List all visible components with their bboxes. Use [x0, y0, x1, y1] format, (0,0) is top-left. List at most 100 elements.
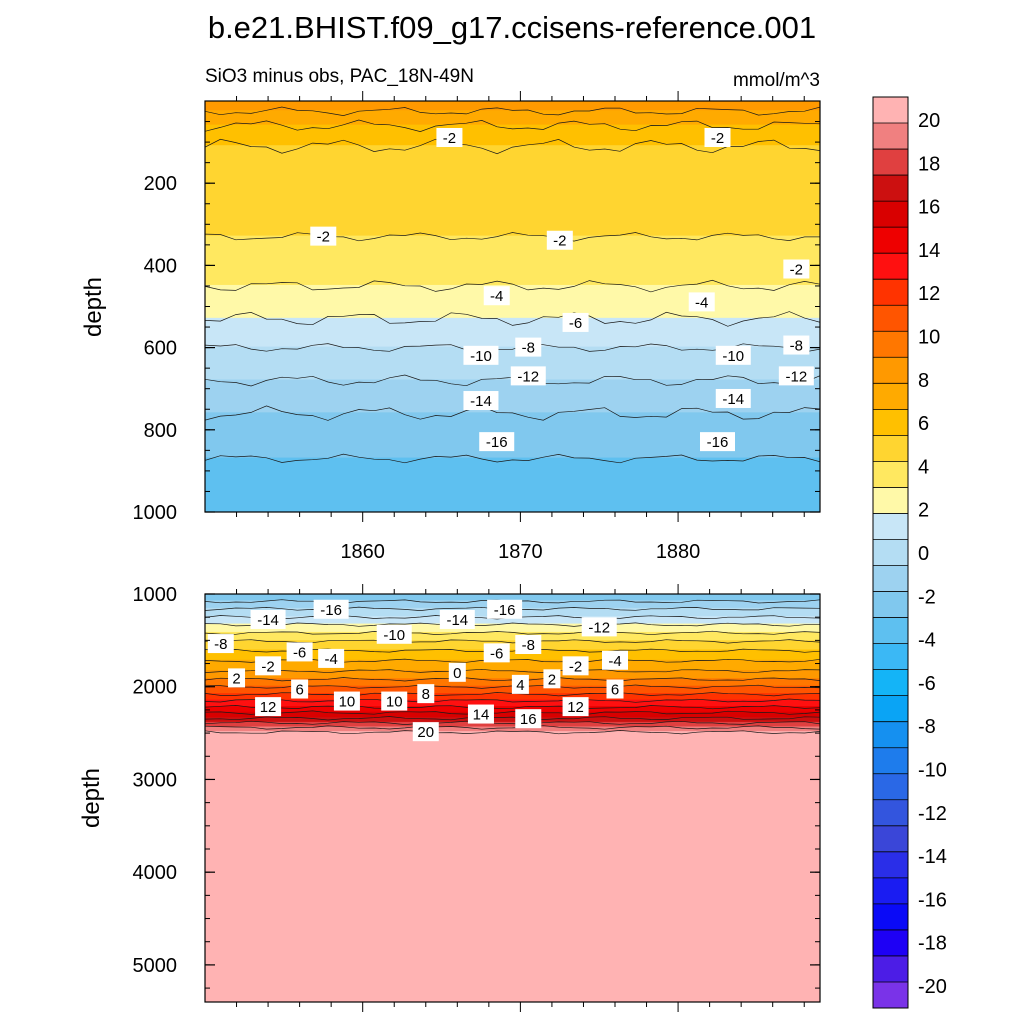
- contour-label: 20: [417, 724, 434, 741]
- contour-band: [205, 721, 820, 729]
- contour-label-box: [250, 609, 286, 629]
- upper-subtitle-right: mmol/m^3: [733, 70, 820, 91]
- contour-label-box: [286, 642, 313, 662]
- contour-label: -14: [722, 391, 744, 408]
- colorbar-swatch: [873, 799, 908, 827]
- contour-label-box: [228, 668, 246, 688]
- figure-title: b.e21.BHIST.f09_g17.ccisens-reference.00…: [208, 10, 816, 45]
- contour-band: [205, 711, 820, 720]
- contour-line: [205, 405, 820, 421]
- colorbar-swatch: [873, 409, 908, 436]
- contour-label-box: [715, 345, 751, 365]
- y-tick-label: 3000: [133, 769, 178, 791]
- colorbar-swatch: [873, 643, 908, 671]
- contour-label: -8: [790, 338, 803, 355]
- contour-label-box: [483, 286, 510, 306]
- contour-label-box: [515, 337, 542, 357]
- colorbar-tick-label: -6: [918, 673, 936, 695]
- y-tick-label: 2000: [133, 677, 178, 699]
- colorbar-swatch: [873, 227, 908, 254]
- contour-label: 6: [611, 682, 619, 699]
- contour-label-box: [318, 648, 345, 668]
- contour-line: [205, 710, 820, 715]
- contour-band: [205, 235, 820, 287]
- contour-label: -6: [293, 644, 306, 661]
- upper-contour-panel: -2 -2 -2 -2 -2 -4 -4 -6 -8 -8 -10 -10 -12 -12 -14 -14 -1…: [133, 91, 821, 563]
- contour-label: -2: [569, 658, 582, 675]
- x-tick-label: 1870: [498, 541, 543, 563]
- contour-label: -10: [383, 627, 405, 644]
- contour-label-box: [448, 662, 466, 682]
- contour-label-box: [783, 335, 810, 355]
- colorbar-swatch: [873, 981, 908, 1009]
- contour-label: 14: [473, 707, 490, 724]
- y-tick-label: 4000: [133, 862, 178, 884]
- contour-line: [205, 106, 820, 116]
- contour-band: [205, 693, 820, 702]
- contour-label: -14: [257, 612, 279, 629]
- contour-label: -16: [320, 602, 342, 619]
- contour-label: -4: [324, 651, 337, 668]
- colorbar-tick-label: 16: [918, 197, 940, 219]
- contour-line: [205, 138, 820, 155]
- contour-label: -4: [608, 653, 621, 670]
- contour-label: -2: [443, 130, 456, 147]
- contour-label: -16: [707, 434, 729, 451]
- colorbar-tick-label: -8: [918, 716, 936, 738]
- contour-label: 2: [232, 670, 240, 687]
- colorbar-swatch: [873, 357, 908, 384]
- x-tick-label: 1880: [656, 541, 701, 563]
- colorbar-swatch: [873, 929, 908, 957]
- contour-label: 2: [548, 671, 556, 688]
- contour-label-box: [515, 709, 542, 729]
- contour-label: -2: [553, 233, 566, 250]
- colorbar-tick-label: 0: [918, 543, 929, 565]
- colorbar-tick-label: 2: [918, 500, 929, 522]
- contour-band: [205, 640, 820, 652]
- contour-band: [205, 659, 820, 672]
- contour-line: [205, 705, 820, 710]
- contour-label: -6: [569, 315, 582, 332]
- contour-label: -6: [490, 645, 503, 662]
- colorbar-swatch: [873, 201, 908, 228]
- contour-label: -2: [317, 229, 330, 246]
- contour-line: [205, 730, 820, 735]
- contour-label: -14: [446, 612, 468, 629]
- contour-label-box: [412, 722, 439, 742]
- y-tick-label: 800: [144, 420, 177, 442]
- colorbar-swatch: [873, 825, 908, 853]
- contour-label: -8: [214, 636, 227, 653]
- contour-band: [205, 124, 820, 148]
- contour-label-box: [715, 388, 751, 408]
- upper-y-axis-label: depth: [80, 277, 107, 337]
- contour-band: [205, 317, 820, 349]
- colorbar-swatch: [873, 539, 908, 567]
- contour-label: -16: [486, 434, 508, 451]
- contour-label-box: [479, 432, 515, 452]
- colorbar-tick-label: 6: [918, 413, 929, 435]
- colorbar-swatch: [873, 773, 908, 801]
- contour-band: [205, 699, 820, 709]
- contour-label-box: [515, 635, 542, 654]
- contour-label-box: [778, 366, 814, 386]
- contour-label-box: [688, 292, 715, 312]
- contour-label-box: [543, 669, 561, 689]
- contour-label-box: [511, 674, 529, 694]
- contour-label-box: [510, 366, 546, 386]
- contour-label: 10: [339, 694, 356, 711]
- contour-line: [205, 668, 820, 674]
- colorbar-tick-label: 12: [918, 283, 940, 305]
- contour-label-box: [439, 609, 475, 629]
- colorbar-tick-label: 8: [918, 370, 929, 392]
- contour-band: [205, 594, 820, 603]
- contour-label-box: [546, 230, 573, 250]
- plot-frame: [204, 593, 821, 1003]
- contour-line: [205, 119, 820, 132]
- contour-label-box: [207, 634, 234, 654]
- contour-line: [205, 725, 820, 730]
- contour-label-box: [606, 679, 624, 699]
- colorbar-swatch: [873, 851, 908, 879]
- contour-band: [205, 717, 820, 724]
- colorbar-tick-label: 14: [918, 240, 940, 262]
